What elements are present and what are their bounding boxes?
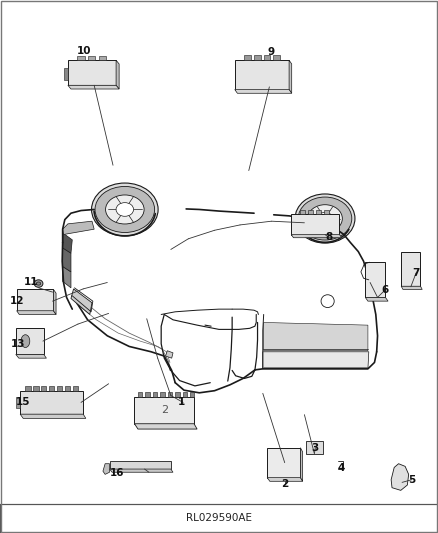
Polygon shape bbox=[145, 392, 150, 397]
Polygon shape bbox=[41, 386, 46, 391]
Polygon shape bbox=[63, 233, 72, 253]
Polygon shape bbox=[65, 386, 70, 391]
Polygon shape bbox=[77, 56, 85, 60]
Polygon shape bbox=[138, 392, 142, 397]
Polygon shape bbox=[64, 68, 68, 80]
Polygon shape bbox=[267, 478, 303, 481]
Text: 4: 4 bbox=[338, 463, 345, 473]
Ellipse shape bbox=[317, 212, 333, 225]
Polygon shape bbox=[63, 248, 71, 272]
Text: 9: 9 bbox=[268, 47, 275, 57]
Polygon shape bbox=[273, 55, 280, 60]
Polygon shape bbox=[365, 262, 385, 297]
Polygon shape bbox=[235, 60, 289, 90]
Ellipse shape bbox=[321, 295, 334, 308]
Polygon shape bbox=[63, 266, 71, 288]
Polygon shape bbox=[401, 286, 422, 289]
Polygon shape bbox=[20, 414, 86, 418]
Polygon shape bbox=[166, 351, 173, 358]
Polygon shape bbox=[16, 328, 44, 354]
Polygon shape bbox=[324, 210, 329, 214]
Polygon shape bbox=[300, 448, 303, 481]
Text: 12: 12 bbox=[9, 296, 24, 306]
Polygon shape bbox=[63, 221, 94, 235]
Polygon shape bbox=[33, 386, 39, 391]
Ellipse shape bbox=[295, 194, 355, 243]
Polygon shape bbox=[153, 392, 157, 397]
Text: 2: 2 bbox=[161, 406, 168, 415]
Polygon shape bbox=[134, 397, 194, 424]
Polygon shape bbox=[49, 386, 54, 391]
Polygon shape bbox=[264, 322, 368, 351]
Polygon shape bbox=[68, 85, 119, 89]
Polygon shape bbox=[401, 252, 420, 286]
Text: 3: 3 bbox=[312, 443, 319, 453]
Polygon shape bbox=[17, 289, 53, 311]
Polygon shape bbox=[64, 196, 377, 391]
Ellipse shape bbox=[34, 280, 43, 287]
Polygon shape bbox=[291, 214, 339, 235]
Text: 8: 8 bbox=[325, 232, 332, 242]
Polygon shape bbox=[71, 289, 92, 314]
Polygon shape bbox=[53, 289, 56, 314]
Polygon shape bbox=[99, 56, 106, 60]
Polygon shape bbox=[300, 210, 305, 214]
Polygon shape bbox=[316, 210, 321, 214]
Text: RL029590AE: RL029590AE bbox=[186, 513, 252, 523]
Ellipse shape bbox=[95, 187, 155, 232]
Polygon shape bbox=[168, 392, 172, 397]
Polygon shape bbox=[16, 354, 46, 358]
Polygon shape bbox=[254, 55, 261, 60]
Polygon shape bbox=[365, 297, 388, 301]
Polygon shape bbox=[264, 55, 270, 60]
Polygon shape bbox=[73, 386, 78, 391]
Text: 1: 1 bbox=[178, 398, 185, 407]
Polygon shape bbox=[68, 60, 116, 85]
Ellipse shape bbox=[307, 205, 343, 232]
Ellipse shape bbox=[116, 203, 134, 216]
Text: 7: 7 bbox=[413, 268, 420, 278]
Polygon shape bbox=[190, 392, 194, 397]
Text: 16: 16 bbox=[110, 469, 125, 478]
Polygon shape bbox=[110, 469, 173, 472]
Polygon shape bbox=[134, 424, 197, 429]
Ellipse shape bbox=[36, 282, 41, 285]
Text: 13: 13 bbox=[11, 339, 26, 349]
Polygon shape bbox=[110, 461, 171, 469]
Polygon shape bbox=[16, 397, 20, 408]
Polygon shape bbox=[25, 386, 31, 391]
Polygon shape bbox=[103, 464, 110, 474]
Ellipse shape bbox=[298, 197, 352, 240]
Polygon shape bbox=[306, 441, 323, 454]
Ellipse shape bbox=[92, 183, 158, 236]
Polygon shape bbox=[291, 235, 342, 238]
Text: 6: 6 bbox=[381, 286, 388, 295]
Text: 15: 15 bbox=[15, 398, 30, 407]
Polygon shape bbox=[57, 386, 62, 391]
Polygon shape bbox=[17, 311, 56, 314]
Polygon shape bbox=[88, 56, 95, 60]
Polygon shape bbox=[235, 90, 292, 93]
Text: 5: 5 bbox=[408, 475, 415, 484]
Bar bbox=[0, 504, 438, 533]
Polygon shape bbox=[308, 210, 313, 214]
Polygon shape bbox=[116, 60, 119, 89]
Polygon shape bbox=[183, 392, 187, 397]
Polygon shape bbox=[289, 60, 292, 93]
Polygon shape bbox=[20, 391, 83, 414]
Polygon shape bbox=[263, 352, 369, 369]
Polygon shape bbox=[175, 392, 180, 397]
Text: 2: 2 bbox=[281, 479, 288, 489]
Polygon shape bbox=[267, 448, 300, 478]
Polygon shape bbox=[391, 464, 409, 490]
Polygon shape bbox=[244, 55, 251, 60]
Ellipse shape bbox=[21, 335, 30, 348]
Text: 10: 10 bbox=[77, 46, 92, 55]
Text: 11: 11 bbox=[24, 278, 39, 287]
Polygon shape bbox=[160, 392, 165, 397]
Ellipse shape bbox=[106, 195, 144, 224]
